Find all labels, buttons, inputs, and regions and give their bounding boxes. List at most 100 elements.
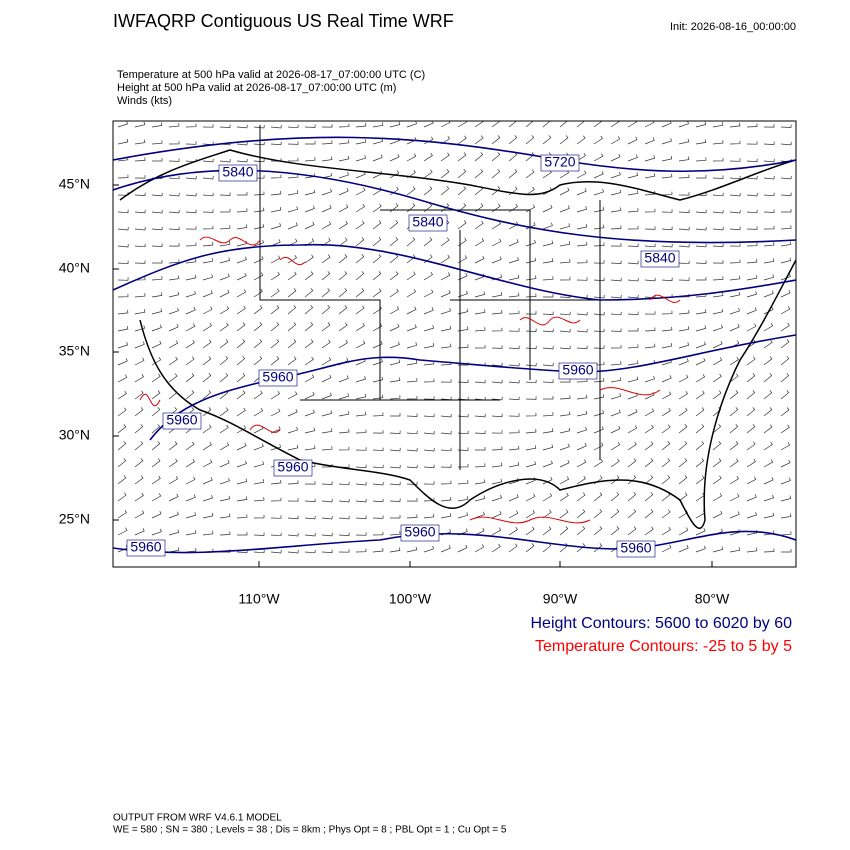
- wind-barb: [457, 512, 469, 519]
- wind-barb: [576, 378, 588, 383]
- wind-barb: [661, 226, 673, 231]
- wind-barb: [440, 272, 451, 281]
- wind-barb: [372, 358, 383, 366]
- wind-barb: [117, 138, 129, 145]
- wind-barb: [219, 225, 231, 230]
- contour-label-box: [540, 154, 580, 172]
- wind-barb: [117, 326, 129, 332]
- wind-barb: [355, 187, 366, 196]
- wind-barb: [236, 514, 248, 519]
- wind-barb: [661, 343, 673, 349]
- wind-barb: [406, 254, 416, 264]
- wind-barb: [457, 379, 469, 383]
- wind-barb: [440, 413, 452, 418]
- wind-barb: [746, 258, 758, 264]
- wind-barb: [593, 442, 604, 451]
- wind-barb: [457, 344, 469, 349]
- wind-barb: [559, 241, 571, 247]
- wind-barb: [237, 192, 248, 196]
- wind-barb: [542, 493, 553, 502]
- wind-barb: [763, 192, 775, 197]
- wind-barb: [338, 498, 350, 503]
- wind-barb: [457, 362, 469, 366]
- wind-barb: [440, 254, 450, 264]
- wind-barb: [338, 123, 350, 128]
- wind-barb: [712, 493, 723, 502]
- wind-barb: [253, 305, 263, 315]
- wind-barb: [287, 498, 299, 502]
- wind-barb: [440, 464, 452, 468]
- wind-barb: [253, 408, 264, 417]
- wind-barb: [202, 494, 213, 502]
- lon-label: 100°W: [389, 591, 432, 607]
- contour-label-box: [258, 369, 298, 387]
- wind-barb: [644, 375, 655, 383]
- wind-barb: [389, 271, 399, 281]
- wind-barb: [168, 493, 179, 502]
- wind-barb: [321, 392, 332, 400]
- wind-barb: [746, 192, 758, 197]
- wind-barb: [763, 209, 775, 213]
- wind-barb: [287, 157, 299, 162]
- wind-barb: [780, 407, 790, 417]
- wind-barb: [576, 543, 586, 553]
- wind-barb: [219, 289, 230, 298]
- wind-barb: [423, 343, 435, 349]
- wind-barb: [457, 135, 467, 145]
- wind-barb: [780, 273, 791, 281]
- wind-barb: [525, 461, 537, 468]
- wind-barb: [117, 293, 129, 298]
- wind-barb: [695, 407, 705, 417]
- legend-height: Height Contours: 5600 to 6020 by 60: [530, 615, 792, 632]
- wind-barb: [695, 341, 706, 349]
- wind-barb: [746, 175, 758, 180]
- wind-barb: [372, 341, 383, 349]
- wind-barb: [372, 531, 384, 536]
- wind-barb: [270, 339, 280, 349]
- wind-barb: [525, 477, 536, 485]
- wind-barb: [593, 459, 603, 468]
- wind-barb: [389, 170, 400, 179]
- wind-barb: [508, 510, 519, 519]
- wind-barb: [219, 356, 229, 366]
- wind-barb: [185, 242, 197, 247]
- wind-barb: [661, 310, 673, 315]
- wind-barb: [593, 242, 605, 247]
- wind-barb: [729, 259, 741, 264]
- wind-barb: [202, 124, 214, 128]
- wind-barb: [610, 492, 620, 502]
- wind-barb: [168, 175, 180, 180]
- wind-barb: [627, 136, 638, 145]
- wind-barb: [610, 189, 622, 196]
- wind-barb: [763, 124, 775, 128]
- wind-barb: [610, 377, 622, 383]
- wind-barb: [355, 271, 365, 281]
- wind-barb: [474, 379, 486, 384]
- wind-barb: [746, 547, 758, 553]
- wind-barb: [508, 169, 518, 179]
- contour-label: 5840: [412, 214, 443, 230]
- wind-barb: [474, 544, 485, 553]
- wind-barb: [134, 309, 146, 315]
- wind-barb: [287, 426, 298, 434]
- wind-barb: [593, 345, 605, 349]
- wind-barb: [236, 124, 248, 129]
- wind-barb: [389, 464, 401, 469]
- wind-barb: [372, 254, 382, 264]
- wind-barb: [236, 390, 246, 400]
- wind-barb: [559, 379, 571, 383]
- wind-barb: [559, 205, 570, 213]
- wind-barb: [525, 186, 535, 196]
- wind-barb: [185, 441, 195, 451]
- coastline: [139, 259, 796, 529]
- wind-barb: [610, 311, 622, 316]
- wind-barb: [236, 373, 246, 383]
- wind-barb: [661, 458, 671, 468]
- wind-barb: [304, 409, 315, 417]
- wind-barb: [610, 260, 622, 264]
- wind-barb: [491, 396, 503, 401]
- wind-barb: [117, 358, 128, 366]
- wind-barb: [678, 326, 690, 332]
- wind-barb: [712, 441, 722, 451]
- contour-label-box: [558, 362, 598, 380]
